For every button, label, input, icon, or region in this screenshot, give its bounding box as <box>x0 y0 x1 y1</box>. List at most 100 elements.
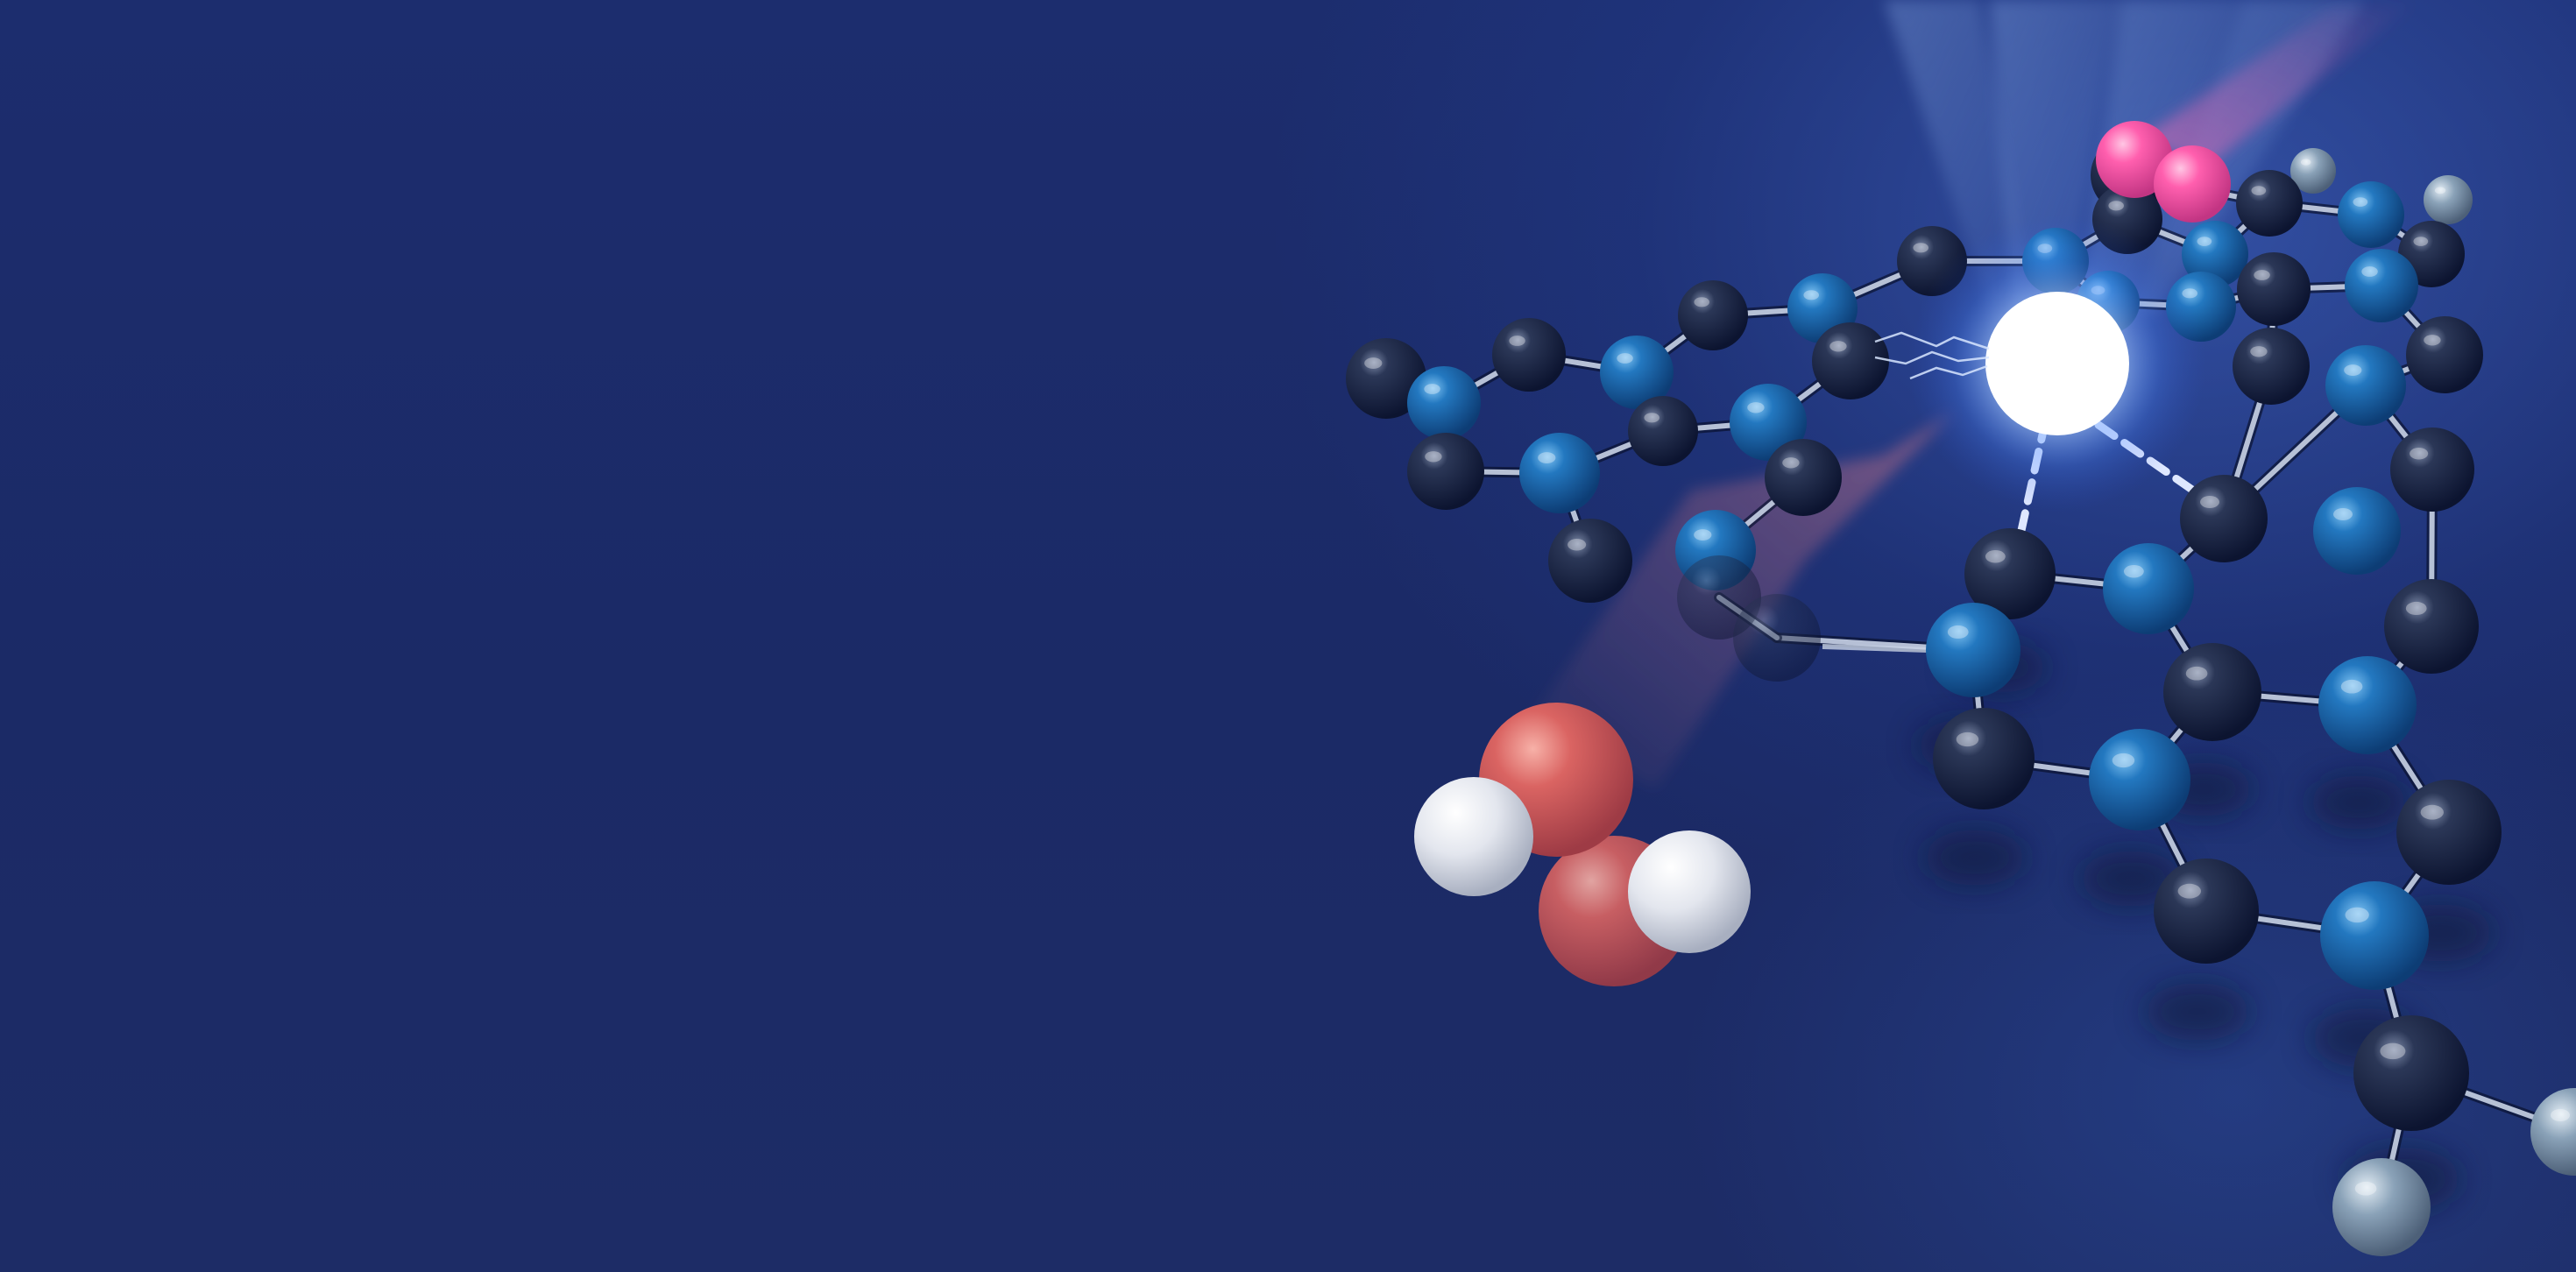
atom <box>1926 603 2020 697</box>
atom-highlight <box>1644 413 1660 423</box>
atom-highlight <box>2200 496 2219 508</box>
atom-highlight <box>1694 297 1709 307</box>
atom <box>2103 543 2194 634</box>
atom <box>1548 519 1632 603</box>
atom <box>1628 396 1698 466</box>
atom <box>1407 433 1484 510</box>
electric-spark <box>1874 331 1990 350</box>
water-hydrogen-atom <box>1414 777 1533 896</box>
atom-highlight <box>1747 402 1765 413</box>
atom <box>2233 328 2310 405</box>
atom-highlight <box>2251 186 2267 195</box>
atom-highlight <box>2410 448 2429 460</box>
motion-trail <box>2138 0 2418 166</box>
atom <box>1964 528 2056 619</box>
atom <box>1407 366 1481 440</box>
atom <box>1600 336 1674 409</box>
atom-highlight <box>2112 753 2135 768</box>
atom <box>2089 729 2190 830</box>
atom-highlight <box>1947 625 1969 640</box>
atom-highlight <box>2123 564 2144 578</box>
atom-highlight <box>1364 357 1383 369</box>
atom <box>1492 318 1566 392</box>
pink-atom <box>2154 145 2231 223</box>
atom <box>1733 594 1821 682</box>
atom-highlight <box>2340 679 2363 694</box>
atom-highlight <box>1829 341 1847 352</box>
atom-highlight <box>1803 290 1819 300</box>
atom <box>2390 428 2474 512</box>
atom-highlight <box>1509 336 1525 346</box>
atom-highlight <box>2177 883 2201 899</box>
atom <box>1765 439 1842 516</box>
atom <box>2353 1015 2469 1131</box>
atom <box>2384 579 2479 674</box>
pink-atom <box>2096 121 2173 198</box>
atom-highlight <box>2434 187 2446 194</box>
atom-highlight <box>2254 270 2270 280</box>
atom-highlight <box>1782 457 1800 469</box>
atom-highlight <box>2424 335 2441 346</box>
atom <box>2180 475 2268 562</box>
atom-highlight <box>2361 266 2378 277</box>
atom <box>2237 252 2311 326</box>
atom-highlight <box>2405 601 2427 616</box>
atom-highlight <box>2551 1109 2570 1121</box>
atom <box>2325 345 2406 426</box>
electric-spark <box>1909 364 1988 380</box>
atom-shadow <box>2080 851 2182 907</box>
atom <box>2182 221 2248 287</box>
atom-highlight <box>1424 384 1440 394</box>
atom <box>2424 175 2473 224</box>
atom-highlight <box>1425 451 1442 463</box>
atom-highlight <box>2333 508 2353 520</box>
atom <box>1346 338 1426 419</box>
atom-shadow <box>1924 830 2026 886</box>
atom <box>2345 249 2418 322</box>
water-hydrogen-atom <box>1628 830 1751 953</box>
atom-highlight <box>1694 529 1712 541</box>
bond <box>1822 644 1928 653</box>
atom-highlight <box>2353 197 2368 207</box>
atom-shadow <box>2145 983 2250 1041</box>
atom-shadow <box>2310 775 2408 830</box>
atom <box>1678 280 1748 350</box>
atom-highlight <box>1568 539 1587 551</box>
atom-highlight <box>2108 201 2124 211</box>
atom-highlight <box>2344 364 2362 376</box>
atom-highlight <box>2300 159 2311 166</box>
atom-highlight <box>2413 237 2429 246</box>
atom <box>1933 708 2035 809</box>
atom <box>2236 170 2303 237</box>
atom-highlight <box>1985 549 2006 563</box>
atom <box>2530 1088 2576 1176</box>
atom <box>2163 643 2261 741</box>
atom <box>2313 487 2401 575</box>
atom <box>2406 316 2483 393</box>
atom-highlight <box>2420 804 2444 820</box>
glow-effects <box>1874 215 2206 512</box>
atom-highlight <box>2185 666 2208 681</box>
atom-highlight <box>1617 353 1633 364</box>
molecule-atoms <box>1346 121 2576 1256</box>
glowing-atom <box>1985 292 2129 435</box>
atom <box>2338 181 2404 248</box>
atom <box>1812 322 1889 399</box>
atom <box>1730 384 1807 461</box>
atom <box>2396 780 2502 885</box>
atom-highlight <box>2380 1042 2406 1060</box>
atom <box>2290 148 2336 194</box>
atom-highlight <box>1538 452 1556 463</box>
atom-highlight <box>1956 731 1979 747</box>
atom <box>2320 881 2429 990</box>
electric-spark <box>1874 350 1990 365</box>
atom <box>2154 859 2259 964</box>
atom-highlight <box>1913 243 1928 253</box>
atom <box>2318 656 2417 754</box>
atom-highlight <box>2345 907 2369 923</box>
atom <box>2332 1158 2431 1256</box>
atom <box>1519 433 1600 513</box>
atom-highlight <box>2354 1181 2377 1196</box>
